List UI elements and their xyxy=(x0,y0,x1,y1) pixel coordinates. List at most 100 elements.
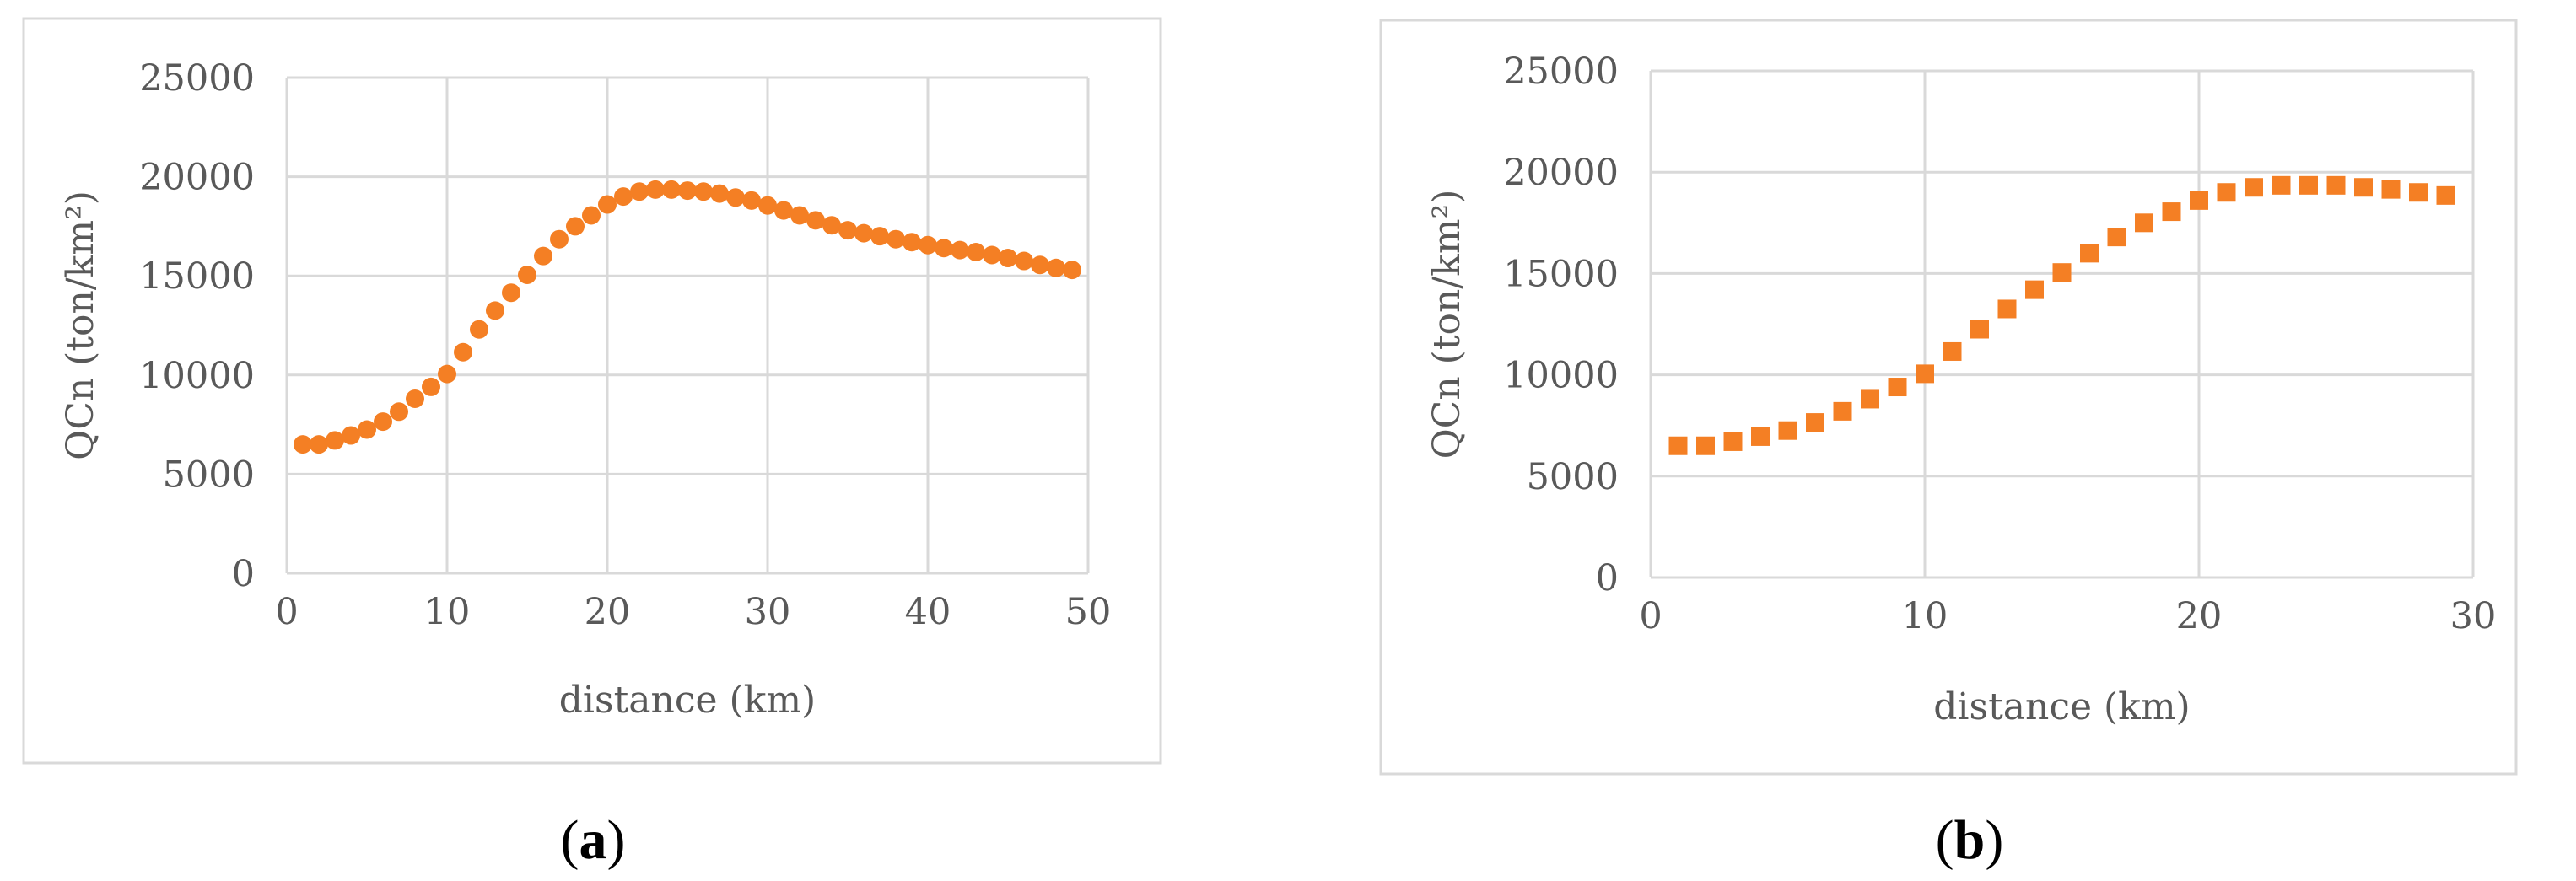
chart-b-frame xyxy=(1379,19,2518,776)
y-tick-label: 0 xyxy=(1596,557,1619,599)
data-point xyxy=(2354,178,2373,197)
data-point xyxy=(1943,341,1962,361)
data-point xyxy=(2052,263,2072,282)
x-tick-label: 40 xyxy=(905,591,951,633)
data-point xyxy=(1997,299,2017,319)
x-tick-label: 30 xyxy=(2450,595,2497,637)
chart-a: 0 5000 10000 15000 20000 25000 0 10 20 30 40 50 QC… xyxy=(22,17,1162,765)
data-point xyxy=(310,435,328,454)
data-point xyxy=(630,182,649,201)
y-tick-label: 15000 xyxy=(1503,253,1619,295)
data-point xyxy=(1861,389,1879,409)
caption-b-close: ) xyxy=(1985,809,2003,871)
data-point xyxy=(710,184,729,203)
data-point xyxy=(854,223,873,243)
x-tick-label: 0 xyxy=(275,591,298,633)
data-point xyxy=(1970,320,1989,339)
chart-b: 0 5000 10000 15000 20000 25000 0 10 20 30 QCn (t… xyxy=(1379,19,2518,776)
data-point xyxy=(935,239,953,258)
chart-a-y-ticks: 0 5000 10000 15000 20000 25000 xyxy=(139,57,255,595)
data-point xyxy=(2217,183,2236,202)
data-point xyxy=(2326,175,2346,195)
data-point xyxy=(983,245,1001,265)
data-point xyxy=(1668,436,1688,455)
y-tick-label: 5000 xyxy=(1527,456,1619,498)
data-point xyxy=(550,229,569,249)
data-point xyxy=(374,412,392,432)
data-point xyxy=(534,246,552,266)
data-point xyxy=(2245,178,2263,197)
y-tick-label: 25000 xyxy=(139,57,255,99)
data-point xyxy=(1047,258,1065,277)
data-point xyxy=(1031,255,1049,275)
chart-b-grid xyxy=(1649,69,2475,579)
data-point xyxy=(390,402,408,422)
x-tick-label: 30 xyxy=(745,591,791,633)
data-point xyxy=(919,235,937,255)
x-tick-label: 50 xyxy=(1065,591,1112,633)
data-point xyxy=(2381,180,2401,199)
x-tick-label: 10 xyxy=(424,591,471,633)
data-point xyxy=(2107,228,2126,247)
x-tick-label: 0 xyxy=(1639,595,1662,637)
chart-b-y-axis-label: QCn (ton/km²) xyxy=(1425,190,1469,459)
data-point xyxy=(1888,378,1907,397)
data-point xyxy=(726,188,745,207)
y-tick-label: 20000 xyxy=(139,157,255,199)
data-point xyxy=(2299,175,2318,195)
data-point xyxy=(614,187,633,207)
data-point xyxy=(646,180,665,199)
data-point xyxy=(2162,202,2181,222)
data-point xyxy=(358,420,376,439)
chart-a-x-ticks: 0 10 20 30 40 50 xyxy=(275,591,1111,633)
data-point xyxy=(1916,364,1934,384)
chart-b-y-ticks: 0 5000 10000 15000 20000 25000 xyxy=(1503,51,1619,599)
x-tick-label: 10 xyxy=(1902,595,1948,637)
caption-a: (a) xyxy=(561,809,626,871)
data-point xyxy=(582,206,601,225)
data-point xyxy=(951,240,969,260)
data-point xyxy=(342,426,360,445)
data-point xyxy=(470,320,488,339)
chart-b-points xyxy=(1668,175,2455,455)
caption-b: (b) xyxy=(1936,809,2004,871)
chart-a-points xyxy=(294,180,1081,454)
x-tick-label: 20 xyxy=(2176,595,2223,637)
caption-b-open: ( xyxy=(1936,809,1954,871)
data-point xyxy=(1751,427,1770,446)
data-point xyxy=(2025,280,2044,299)
data-point xyxy=(887,229,905,249)
data-point xyxy=(294,435,312,454)
data-point xyxy=(694,182,713,201)
data-point xyxy=(903,233,921,252)
data-point xyxy=(2272,175,2291,195)
data-point xyxy=(1015,251,1033,271)
y-tick-label: 10000 xyxy=(139,355,255,397)
data-point xyxy=(454,342,472,362)
data-point xyxy=(598,195,617,214)
data-point xyxy=(1723,432,1743,451)
caption-b-letter: b xyxy=(1954,809,1986,871)
data-point xyxy=(326,431,344,450)
data-point xyxy=(1806,413,1824,432)
data-point xyxy=(2190,191,2208,210)
data-point xyxy=(790,206,809,225)
y-tick-label: 5000 xyxy=(163,454,255,496)
data-point xyxy=(774,201,793,220)
chart-b-x-axis-label: distance (km) xyxy=(1933,685,2190,728)
data-point xyxy=(678,181,697,201)
y-tick-label: 0 xyxy=(232,553,255,595)
data-point xyxy=(566,217,585,236)
caption-a-open: ( xyxy=(561,809,579,871)
chart-a-x-axis-label: distance (km) xyxy=(559,679,816,722)
data-point xyxy=(870,227,889,246)
x-tick-label: 20 xyxy=(585,591,631,633)
data-point xyxy=(518,266,536,285)
data-point xyxy=(486,301,504,320)
data-point xyxy=(2135,213,2153,233)
data-point xyxy=(1833,401,1852,421)
data-point xyxy=(2080,244,2099,263)
data-point xyxy=(2436,185,2455,205)
chart-a-y-axis-label: QCn (ton/km²) xyxy=(59,191,102,460)
